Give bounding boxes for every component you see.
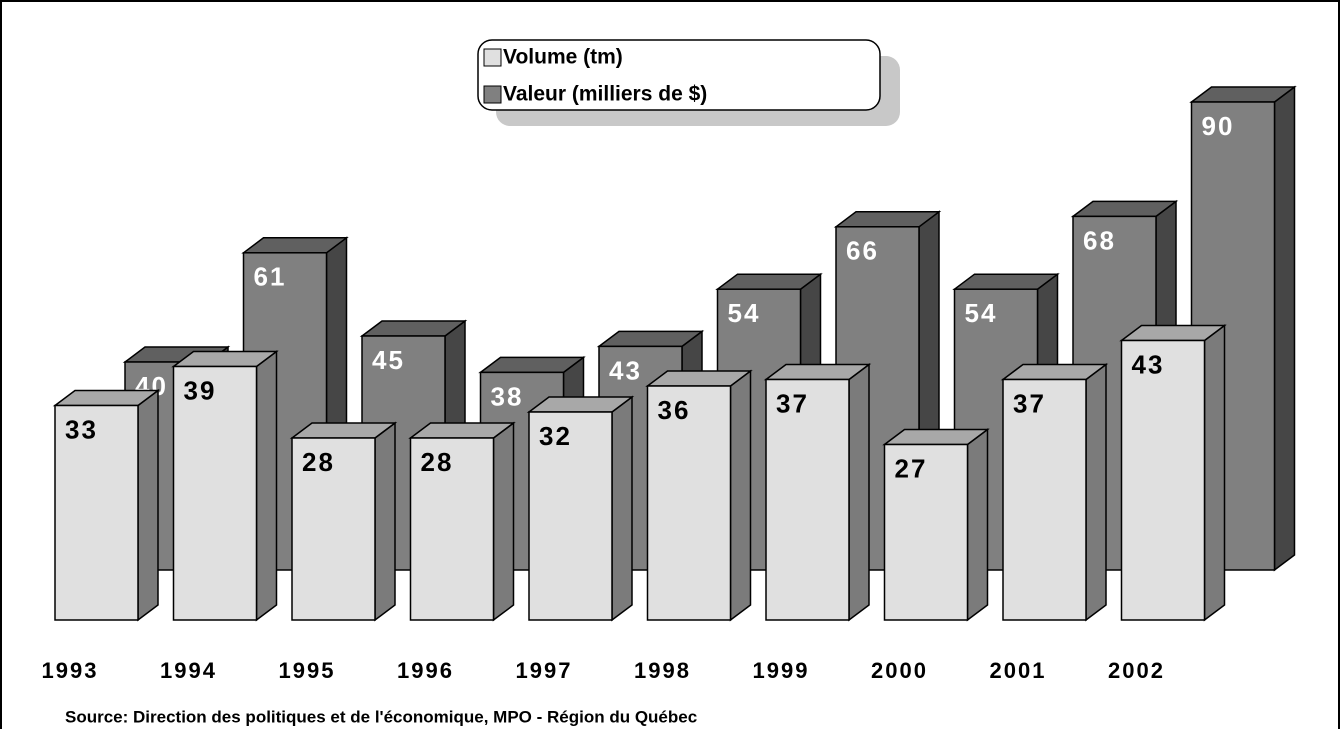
bar: 27 [882,428,990,622]
x-tick-label: 1997 [516,658,573,683]
bar-face [54,404,139,621]
legend-label: Volume (tm) [503,46,623,69]
bar: 32 [526,395,635,622]
x-tick-label: 1999 [753,658,810,683]
x-tick-label: 1996 [397,658,454,683]
data-label: 68 [1083,225,1116,255]
bar-side [137,389,159,622]
bar-side [611,395,633,622]
data-label: 39 [184,375,217,405]
bar: 37 [763,363,872,622]
data-label: 54 [965,298,998,328]
bar-face [172,365,258,621]
bar-face [1002,378,1087,621]
bar-face [765,378,850,621]
data-label: 27 [895,453,928,483]
bar-face [646,385,732,621]
data-label: 32 [539,421,572,451]
data-label: 61 [254,262,287,292]
bar-side [1273,85,1296,572]
bar-side [374,421,396,622]
legend-label: Valeur (milliers de $) [503,83,707,106]
x-tick-label: 1995 [279,658,336,683]
bar: 37 [1000,363,1109,622]
bar: 28 [289,421,398,622]
x-tick-label: 2000 [871,658,928,683]
x-tick-label: 1998 [634,658,691,683]
data-label: 33 [65,414,98,444]
data-label: 38 [491,381,524,411]
legend-swatch [483,48,502,67]
source-note: Source: Direction des politiques et de l… [65,707,697,726]
legend [477,39,881,111]
bar-side [729,369,752,622]
bar: 43 [1119,324,1227,622]
data-label: 54 [728,298,761,328]
bar-side [255,350,278,622]
data-label: 36 [658,395,691,425]
data-label: 45 [372,345,405,375]
bar-face [1120,339,1206,621]
bar: 28 [408,421,516,622]
x-tick-label: 1993 [42,658,99,683]
x-tick-label: 2002 [1108,658,1165,683]
legend-swatch [483,85,502,104]
bar-face [528,411,613,621]
bar: 33 [52,389,161,622]
bar-side [1203,324,1226,622]
bar-side [848,363,870,622]
bar-face [409,437,495,621]
data-label: 37 [1013,388,1046,418]
data-label: 90 [1202,111,1235,141]
data-label: 43 [1132,349,1165,379]
bar-face [291,437,376,621]
x-tick-label: 2001 [990,658,1047,683]
bar-side [1085,363,1107,622]
front-series: 33 39 28 28 32 36 37 27 37 43 [52,324,1227,622]
bar-face [883,443,969,621]
bar: 39 [171,350,279,622]
data-label: 43 [609,355,642,385]
bar-side [966,428,989,622]
data-label: 28 [302,447,335,477]
data-label: 66 [846,236,879,266]
bar-side [492,421,515,622]
bar: 36 [645,369,753,622]
data-label: 28 [421,447,454,477]
x-tick-label: 1994 [160,658,217,683]
data-label: 37 [776,388,809,418]
